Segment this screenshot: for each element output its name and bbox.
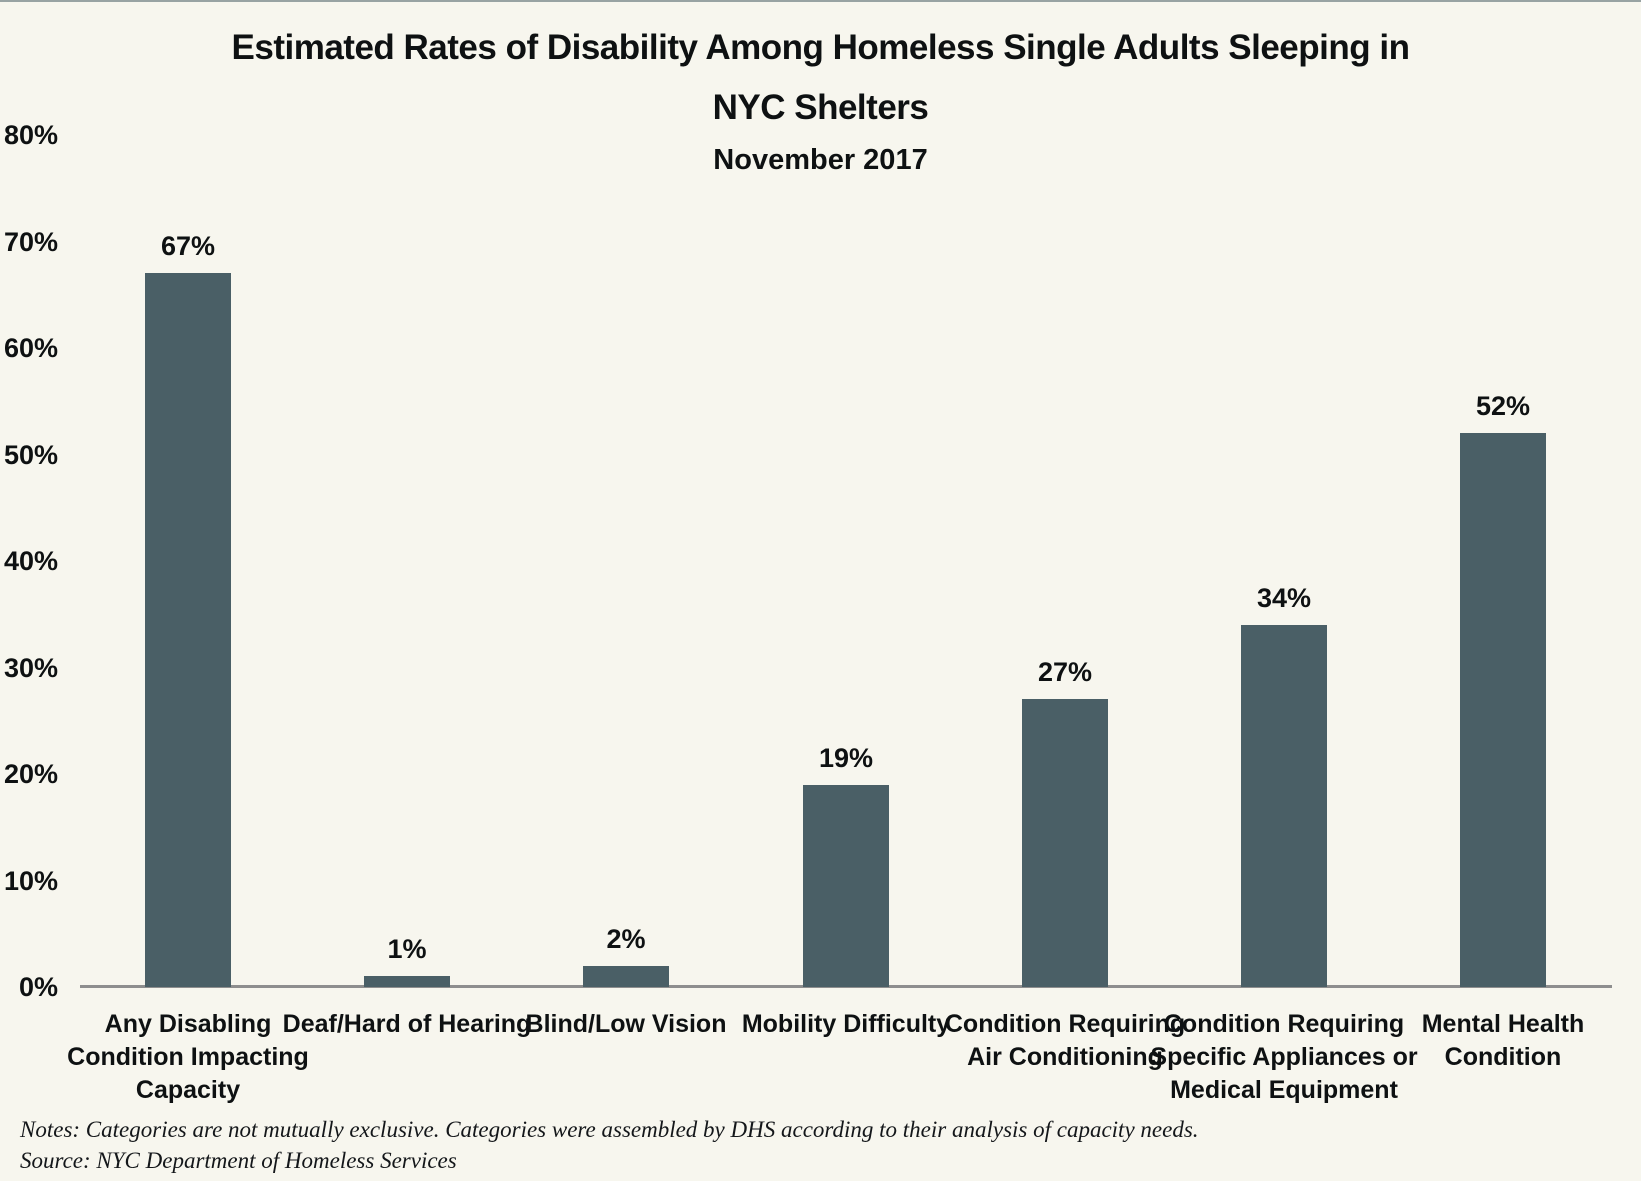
category-label-line: Any Disabling [104, 1010, 272, 1038]
y-axis-tick-label-30pct: 30% [3, 652, 58, 683]
bar-blind-low-vision [583, 966, 669, 987]
bar-any-disabling-condition-impacting-capacity [145, 273, 231, 987]
chart-title-line-1: Estimated Rates of Disability Among Home… [231, 28, 1410, 67]
category-label-condition-requiring-air-conditioning: Condition Requiring Air Conditioning [925, 1008, 1205, 1074]
category-label-line: Mental Health [1421, 1010, 1585, 1038]
category-label-line: Medical Equipment [1170, 1076, 1398, 1104]
category-label-blind-low-vision: Blind/Low Vision [486, 1008, 766, 1041]
chart-title: Estimated Rates of Disability Among Home… [0, 18, 1641, 138]
y-axis-tick-label-10pct: 10% [3, 865, 58, 896]
y-axis-tick-label-40pct: 40% [3, 546, 58, 576]
category-label-line: Blind/Low Vision [525, 1010, 727, 1038]
value-label-mobility-difficulty: 19% [818, 743, 874, 773]
chart-title-line-2: NYC Shelters [712, 88, 929, 127]
chart-footnotes: Notes: Categories are not mutually exclu… [20, 1114, 1199, 1176]
value-label-any-disabling-condition-impacting-capacity: 67% [160, 231, 216, 261]
notes-text: Notes: Categories are not mutually exclu… [20, 1117, 1199, 1142]
category-label-line: Condition Requiring [944, 1010, 1186, 1038]
source-text: Source: NYC Department of Homeless Servi… [20, 1148, 457, 1173]
bar-condition-requiring-air-conditioning [1022, 699, 1108, 987]
chart-subtitle: November 2017 [713, 144, 928, 176]
value-label-condition-requiring-specific-appliances-or-medical-equipment: 34% [1256, 583, 1312, 613]
bar-mental-health-condition [1460, 433, 1546, 987]
value-label-mental-health-condition: 52% [1475, 391, 1531, 421]
y-axis-tick-label-0pct: 0% [18, 972, 58, 1002]
bar-condition-requiring-specific-appliances-or-medical-equipment [1241, 625, 1327, 987]
category-label-line: Condition Requiring [1163, 1010, 1405, 1038]
category-label-line: Deaf/Hard of Hearing [282, 1010, 532, 1038]
value-label-blind-low-vision: 2% [606, 924, 646, 954]
category-label-condition-requiring-specific-appliances-or-medical-equipment: Condition Requiring Specific Appliances o… [1144, 1008, 1424, 1107]
category-label-line: Air Conditioning [967, 1043, 1163, 1071]
top-border-line [0, 0, 1641, 2]
bar-deaf-hard-of-hearing [364, 976, 450, 987]
y-axis-tick-label-80pct: 80% [3, 120, 58, 150]
value-label-condition-requiring-air-conditioning: 27% [1037, 657, 1093, 687]
bar-mobility-difficulty [803, 785, 889, 987]
category-label-mobility-difficulty: Mobility Difficulty [706, 1008, 986, 1041]
y-axis-tick-label-70pct: 70% [3, 226, 58, 257]
category-label-deaf-hard-of-hearing: Deaf/Hard of Hearing [267, 1008, 547, 1041]
category-label-line: Mobility Difficulty [741, 1010, 951, 1038]
y-axis-tick-label-20pct: 20% [3, 759, 58, 789]
value-label-deaf-hard-of-hearing: 1% [387, 934, 427, 964]
category-label-line: Condition [1444, 1043, 1562, 1071]
category-label-any-disabling-condition-impacting-capacity: Any Disabling Condition Impacting Capacity [48, 1008, 328, 1107]
category-label-mental-health-condition: Mental Health Condition [1363, 1008, 1641, 1074]
y-axis-tick-label-50pct: 50% [3, 439, 58, 470]
category-label-line: Capacity [135, 1076, 241, 1104]
category-label-line: Condition Impacting [67, 1043, 309, 1071]
y-axis-tick-label-60pct: 60% [3, 333, 58, 363]
category-label-line: Specific Appliances or [1150, 1043, 1418, 1071]
